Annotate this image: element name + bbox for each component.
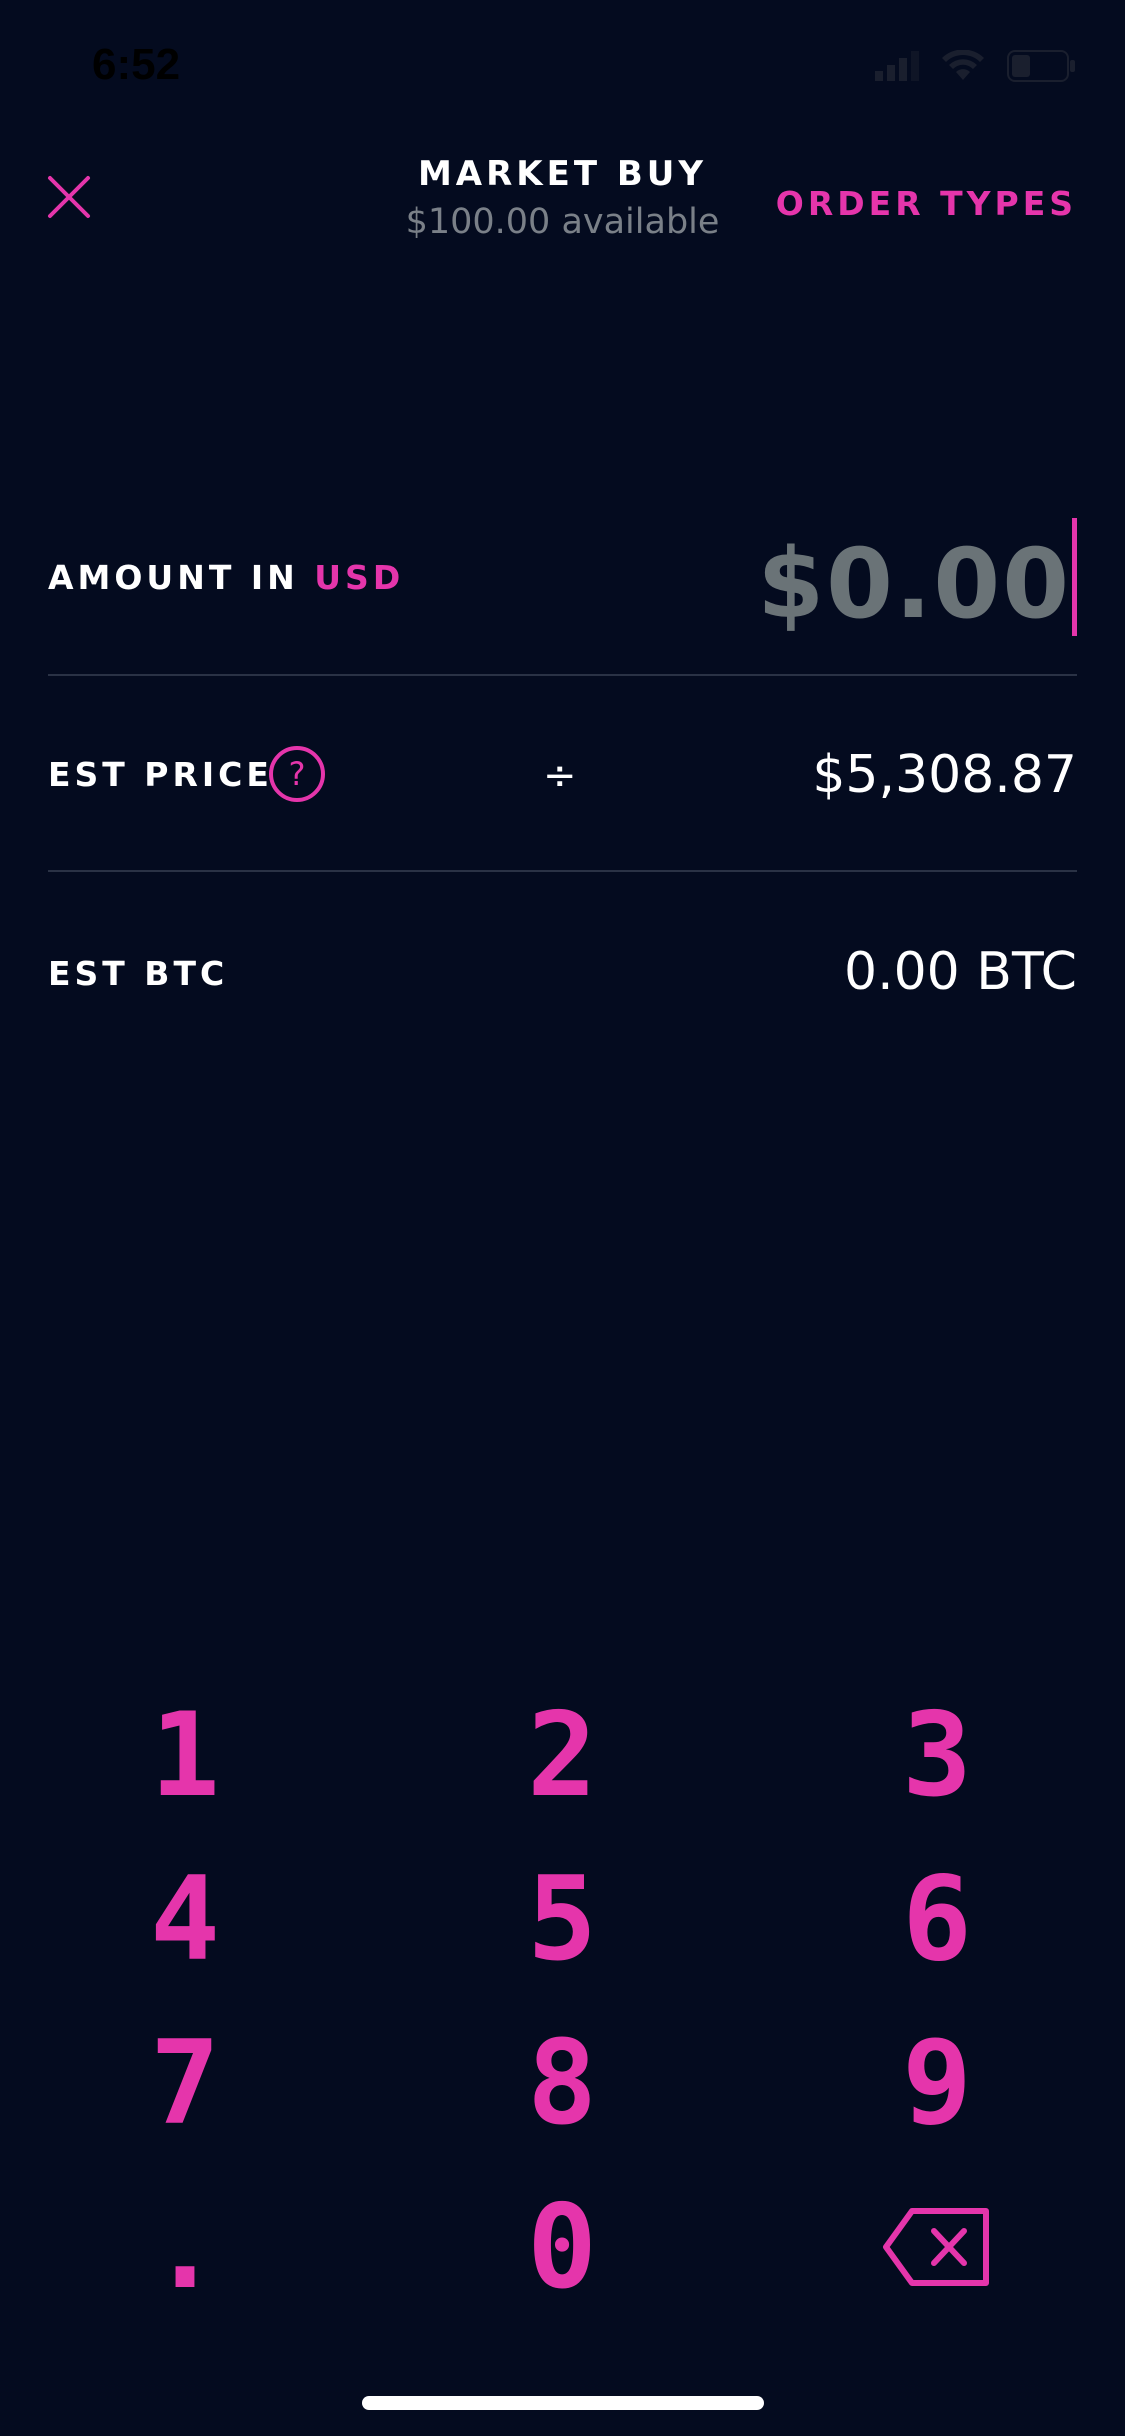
- divide-sign: ÷: [543, 753, 577, 799]
- key-9[interactable]: 9: [902, 2015, 972, 2151]
- key-2[interactable]: 2: [527, 1687, 597, 1823]
- backspace-button[interactable]: [787, 2172, 1087, 2322]
- est-btc-row: EST BTC 0.00 BTC: [48, 930, 1077, 1050]
- battery-icon: [1007, 50, 1075, 82]
- key-4[interactable]: 4: [150, 1851, 220, 1987]
- key-0[interactable]: 0: [527, 2179, 597, 2315]
- status-bar: 6:52: [0, 0, 1125, 135]
- key-7[interactable]: 7: [150, 2015, 220, 2151]
- currency-selector[interactable]: USD: [314, 558, 405, 597]
- est-btc-value: 0.00 BTC: [843, 942, 1077, 1002]
- key-3[interactable]: 3: [902, 1687, 972, 1823]
- amount-input[interactable]: $0.00: [757, 528, 1071, 640]
- backspace-icon: [883, 2208, 989, 2286]
- text-cursor: [1072, 518, 1077, 636]
- key-8[interactable]: 8: [527, 2015, 597, 2151]
- help-icon[interactable]: ?: [268, 745, 326, 803]
- key-decimal[interactable]: .: [150, 2179, 220, 2315]
- key-1[interactable]: 1: [150, 1687, 220, 1823]
- wifi-icon: [942, 50, 984, 80]
- amount-label: AMOUNT IN USD: [48, 558, 404, 597]
- available-balance: $100.00 available: [405, 202, 720, 242]
- divider: [48, 674, 1077, 676]
- est-btc-label: EST BTC: [48, 954, 229, 993]
- close-icon[interactable]: [44, 172, 94, 222]
- cellular-signal-icon: [875, 51, 919, 81]
- est-price-label: EST PRICE: [48, 755, 273, 794]
- status-icons: [875, 50, 1077, 82]
- header: MARKET BUY $100.00 available ORDER TYPES: [0, 140, 1125, 260]
- est-price-value: $5,308.87: [812, 745, 1077, 805]
- order-types-button[interactable]: ORDER TYPES: [775, 184, 1077, 223]
- status-time: 6:52: [92, 40, 181, 89]
- svg-text:?: ?: [289, 755, 306, 793]
- page-title: MARKET BUY: [417, 154, 708, 194]
- home-indicator[interactable]: [362, 2396, 764, 2410]
- key-5[interactable]: 5: [527, 1851, 597, 1987]
- key-6[interactable]: 6: [902, 1851, 972, 1987]
- divider: [48, 870, 1077, 872]
- est-price-row: EST PRICE ? ÷ $5,308.87: [48, 735, 1077, 855]
- amount-row[interactable]: AMOUNT IN USD $0.00: [48, 500, 1077, 650]
- amount-label-text: AMOUNT IN: [48, 558, 299, 597]
